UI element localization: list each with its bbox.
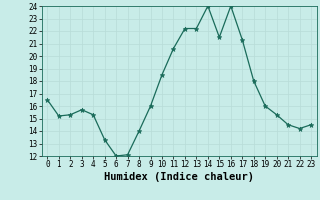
X-axis label: Humidex (Indice chaleur): Humidex (Indice chaleur) (104, 172, 254, 182)
